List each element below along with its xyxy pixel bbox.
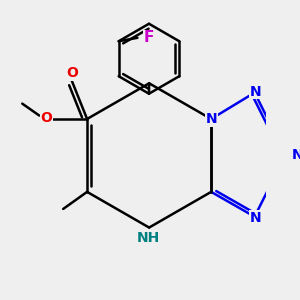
Text: N: N <box>292 148 300 162</box>
Text: O: O <box>67 66 79 80</box>
Text: N: N <box>250 85 261 99</box>
Text: O: O <box>40 111 52 125</box>
Text: N: N <box>206 112 217 126</box>
Text: F: F <box>143 30 154 45</box>
Text: NH: NH <box>136 231 160 245</box>
Text: N: N <box>250 211 261 224</box>
